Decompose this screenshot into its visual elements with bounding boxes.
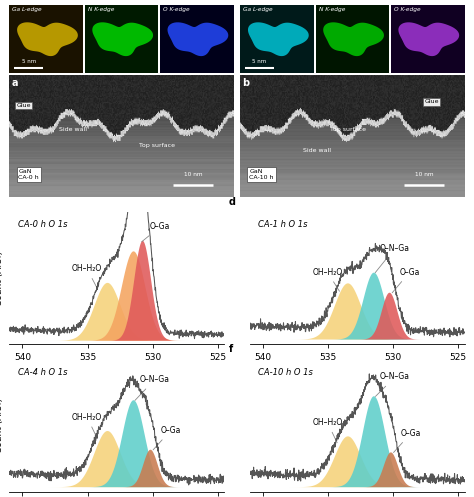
Text: d: d	[228, 197, 236, 207]
Text: Side wall: Side wall	[59, 127, 87, 132]
Text: O–Ga: O–Ga	[393, 429, 421, 452]
Text: N K-edge: N K-edge	[319, 7, 345, 12]
Text: GaN
CA-10 h: GaN CA-10 h	[249, 168, 274, 180]
Text: Glue: Glue	[424, 99, 438, 104]
Text: b: b	[243, 78, 250, 87]
Text: 5 nm: 5 nm	[21, 59, 36, 64]
Text: CA-0 h O 1s: CA-0 h O 1s	[18, 220, 68, 229]
Text: CA-4 h O 1s: CA-4 h O 1s	[18, 368, 68, 377]
Text: 10 nm: 10 nm	[415, 172, 434, 177]
Text: Ga L-edge: Ga L-edge	[243, 7, 273, 12]
Polygon shape	[248, 22, 309, 56]
Text: f: f	[228, 344, 233, 354]
Polygon shape	[17, 22, 78, 56]
Text: CA-10 h O 1s: CA-10 h O 1s	[258, 368, 313, 377]
Text: Side wall: Side wall	[303, 148, 331, 153]
X-axis label: Binding energy (eV): Binding energy (eV)	[72, 368, 162, 377]
Text: Top surface: Top surface	[330, 127, 366, 132]
X-axis label: Binding energy (eV): Binding energy (eV)	[312, 368, 402, 377]
Text: GaN
CA-0 h: GaN CA-0 h	[18, 168, 39, 180]
Y-axis label: Count (A.U.): Count (A.U.)	[0, 250, 4, 306]
Text: O–N–Ga: O–N–Ga	[135, 375, 170, 401]
Text: N K-edge: N K-edge	[88, 7, 114, 12]
Text: a: a	[12, 78, 18, 87]
Text: O–N–Ga: O–N–Ga	[375, 372, 410, 397]
Text: OH–H₂O: OH–H₂O	[72, 413, 102, 437]
Polygon shape	[92, 22, 153, 56]
Text: O K-edge: O K-edge	[394, 7, 420, 12]
Text: O K-edge: O K-edge	[163, 7, 190, 12]
Polygon shape	[167, 22, 228, 56]
Y-axis label: Count (A.U.): Count (A.U.)	[0, 398, 4, 453]
Text: Glue: Glue	[16, 103, 31, 108]
Polygon shape	[398, 22, 459, 56]
Text: Ga L-edge: Ga L-edge	[12, 7, 42, 12]
Text: O–N–Ga: O–N–Ga	[375, 244, 410, 273]
Text: OH–H₂O: OH–H₂O	[312, 268, 343, 291]
Text: Top surface: Top surface	[139, 143, 175, 148]
Text: 5 nm: 5 nm	[253, 59, 267, 64]
Text: OH–H₂O: OH–H₂O	[72, 264, 102, 287]
Text: O–Ga: O–Ga	[142, 222, 170, 242]
Text: 10 nm: 10 nm	[184, 172, 202, 177]
Text: O–Ga: O–Ga	[392, 268, 420, 293]
Text: O–Ga: O–Ga	[153, 426, 181, 450]
Polygon shape	[323, 22, 384, 56]
Text: OH–H₂O: OH–H₂O	[312, 418, 343, 443]
Text: CA-1 h O 1s: CA-1 h O 1s	[258, 220, 308, 229]
